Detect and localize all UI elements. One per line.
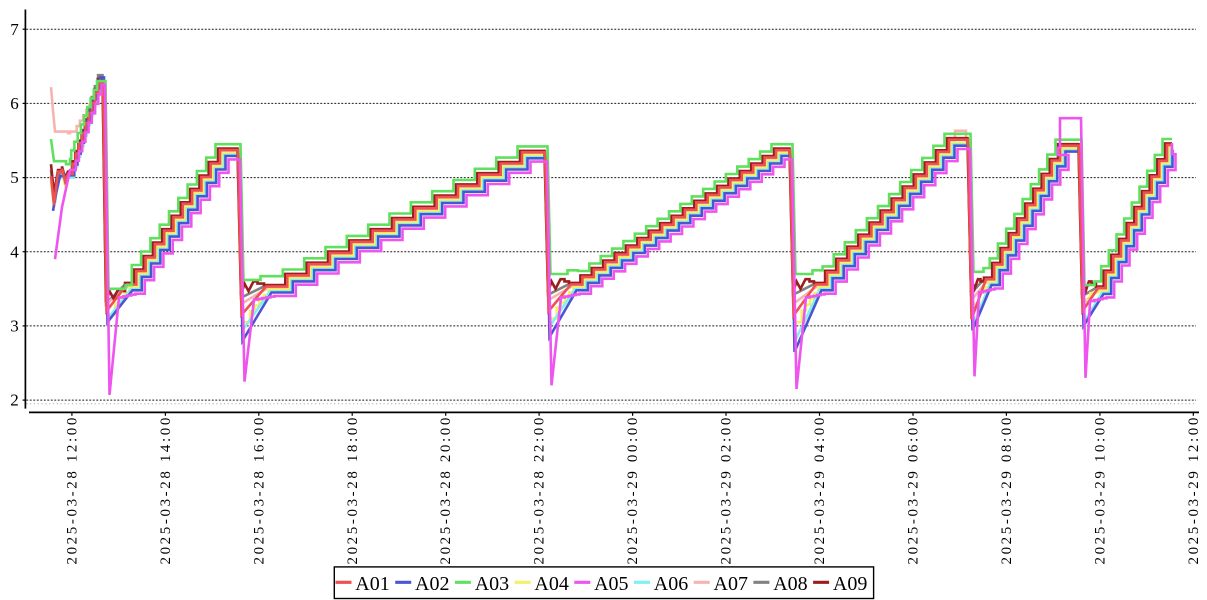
svg-text:A07: A07	[714, 573, 748, 595]
svg-text:A05: A05	[594, 573, 628, 595]
svg-text:6: 6	[10, 94, 19, 113]
svg-text:A02: A02	[415, 573, 449, 595]
svg-text:3: 3	[10, 317, 19, 336]
svg-text:2025-03-29 12:00: 2025-03-29 12:00	[1186, 415, 1202, 565]
svg-text:2025-03-29 04:00: 2025-03-29 04:00	[812, 415, 828, 565]
svg-text:2025-03-28 18:00: 2025-03-28 18:00	[345, 415, 361, 565]
svg-text:7: 7	[10, 20, 19, 39]
svg-text:2: 2	[10, 391, 19, 410]
svg-text:2025-03-29 06:00: 2025-03-29 06:00	[906, 415, 922, 565]
svg-text:4: 4	[10, 242, 19, 261]
svg-text:A08: A08	[773, 573, 807, 595]
svg-text:2025-03-29 08:00: 2025-03-29 08:00	[999, 415, 1015, 565]
svg-text:A06: A06	[654, 573, 688, 595]
svg-text:2025-03-28 16:00: 2025-03-28 16:00	[251, 415, 267, 565]
svg-text:A01: A01	[355, 573, 389, 595]
svg-text:2025-03-28 22:00: 2025-03-28 22:00	[532, 415, 548, 565]
svg-text:A04: A04	[534, 573, 568, 595]
svg-text:2025-03-28 12:00: 2025-03-28 12:00	[64, 415, 80, 565]
svg-text:5: 5	[10, 168, 19, 187]
svg-text:2025-03-29 00:00: 2025-03-29 00:00	[625, 415, 641, 565]
svg-text:2025-03-29 02:00: 2025-03-29 02:00	[719, 415, 735, 565]
svg-text:2025-03-28 14:00: 2025-03-28 14:00	[158, 415, 174, 565]
svg-text:A03: A03	[475, 573, 509, 595]
svg-text:2025-03-28 20:00: 2025-03-28 20:00	[438, 415, 454, 565]
svg-text:2025-03-29 10:00: 2025-03-29 10:00	[1092, 415, 1108, 565]
svg-text:A09: A09	[833, 573, 867, 595]
